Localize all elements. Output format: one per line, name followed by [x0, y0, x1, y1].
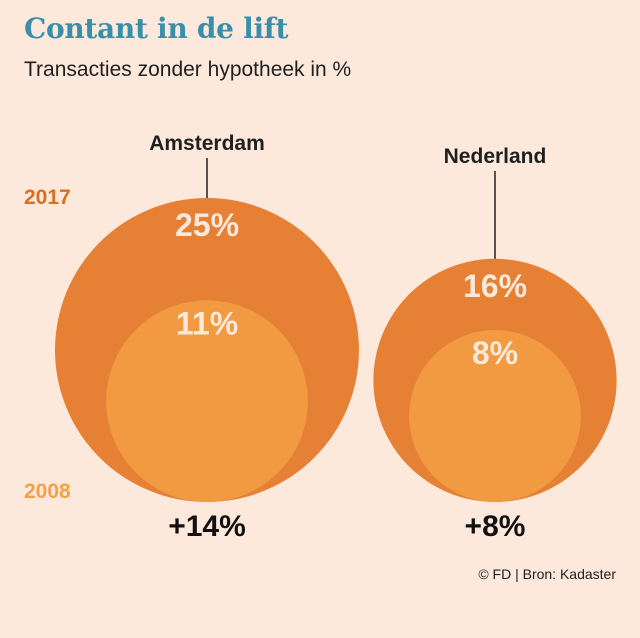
group-name-nederland: Nederland	[444, 145, 547, 168]
chart-title: Contant in de lift	[24, 12, 289, 45]
value-label-2008-amsterdam: 11%	[176, 305, 238, 341]
bubble-2008-amsterdam	[106, 300, 308, 502]
change-label-nederland: +8%	[465, 510, 526, 543]
legend-year-2017: 2017	[24, 186, 71, 209]
value-label-2008-nederland: 8%	[472, 335, 518, 371]
bubble-2008-nederland	[409, 330, 581, 502]
bubble-groups: 25% 11% Amsterdam +14% 16% 8% Nederland +8%	[55, 132, 617, 543]
source-credit: © FD | Bron: Kadaster	[478, 566, 616, 582]
group-name-amsterdam: Amsterdam	[149, 132, 265, 155]
chart-subtitle: Transacties zonder hypotheek in %	[24, 58, 352, 81]
value-label-2017-nederland: 16%	[463, 268, 527, 304]
legend-year-2008: 2008	[24, 480, 71, 503]
change-label-amsterdam: +14%	[168, 510, 246, 543]
value-label-2017-amsterdam: 25%	[175, 207, 239, 243]
